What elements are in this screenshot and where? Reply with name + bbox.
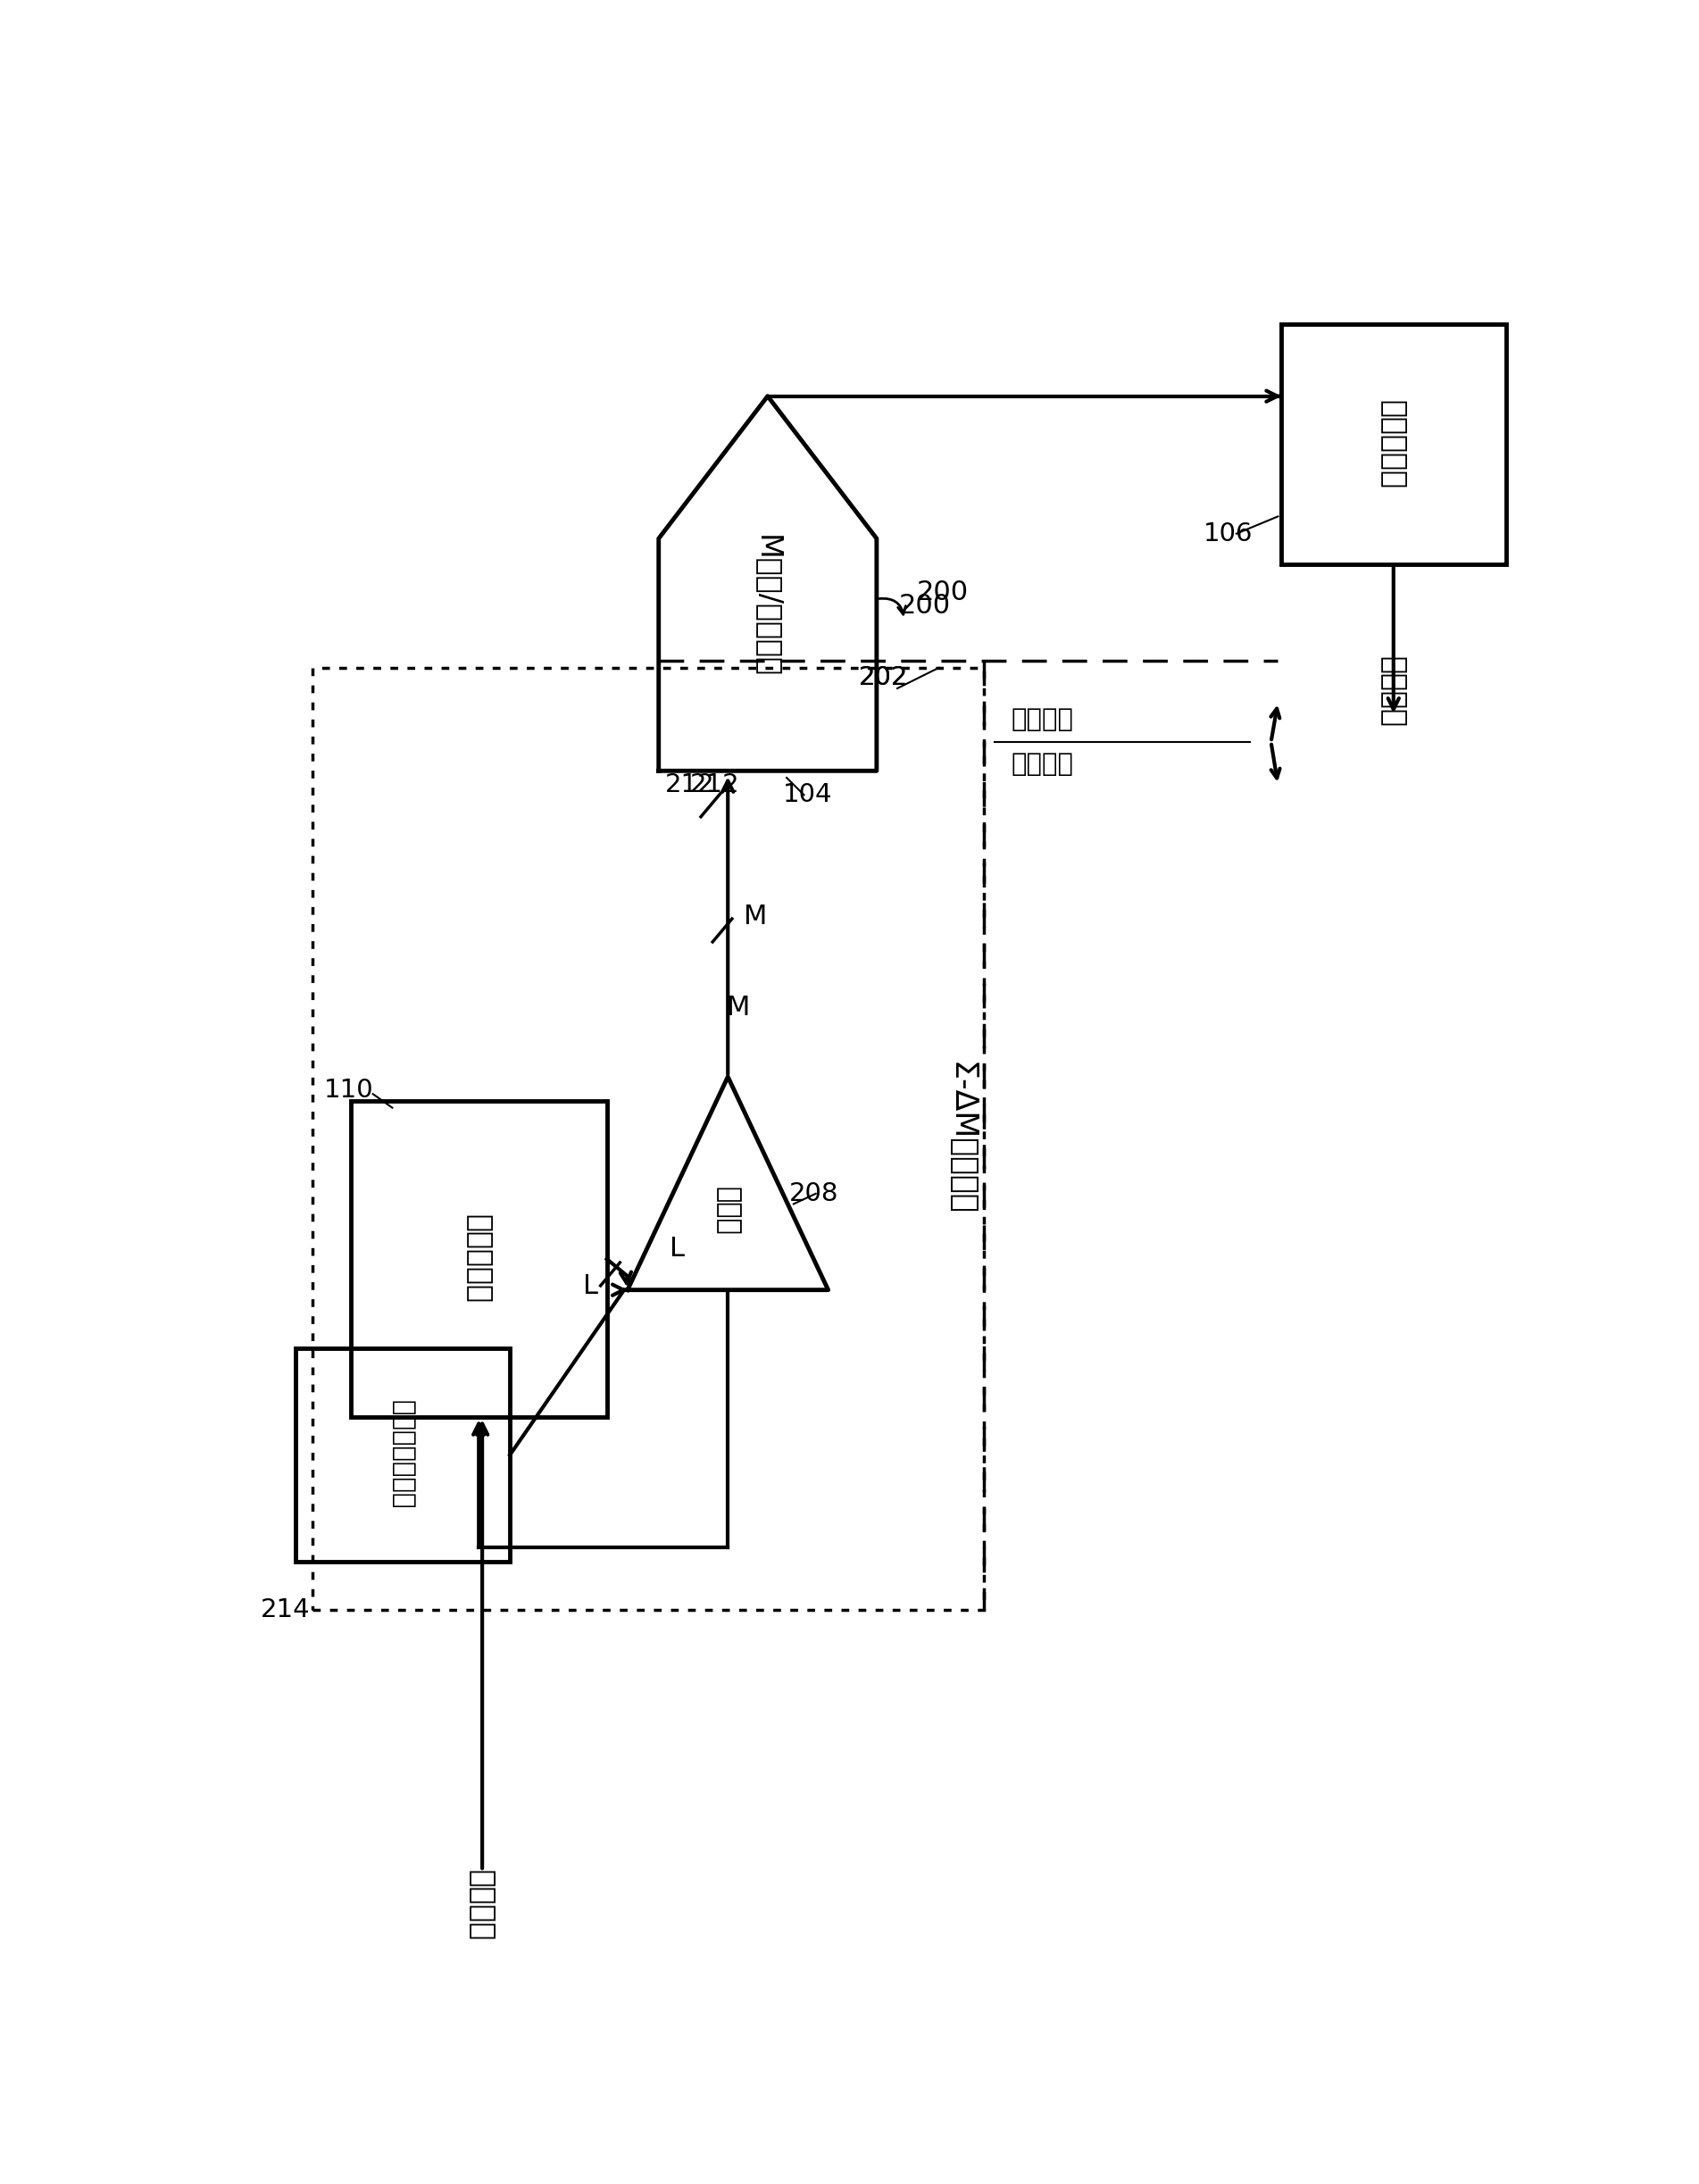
Bar <box>313 668 984 1610</box>
Text: 214: 214 <box>260 1597 309 1623</box>
Text: 202: 202 <box>858 666 909 690</box>
Text: M位数/模转换器: M位数/模转换器 <box>753 535 782 677</box>
Text: 202: 202 <box>858 666 909 690</box>
Text: 数字电路: 数字电路 <box>1011 708 1074 732</box>
Text: L: L <box>669 1236 685 1262</box>
Text: 量化器: 量化器 <box>715 1186 741 1236</box>
Text: 200: 200 <box>916 579 968 605</box>
Text: 环路滤波器: 环路滤波器 <box>464 1214 493 1304</box>
Text: Σ-ΔM位调制器: Σ-ΔM位调制器 <box>946 1061 977 1214</box>
Text: 212: 212 <box>664 773 715 797</box>
Bar <box>350 1101 607 1417</box>
Text: 模拟电路: 模拟电路 <box>1011 751 1074 778</box>
Text: 106: 106 <box>1203 522 1252 546</box>
Text: 低通滤波器: 低通滤波器 <box>1380 400 1408 489</box>
Text: 110: 110 <box>325 1079 374 1103</box>
Text: 208: 208 <box>790 1182 839 1206</box>
Text: M: M <box>727 996 749 1020</box>
Text: M: M <box>744 904 768 930</box>
Bar <box>1281 323 1507 566</box>
Text: 104: 104 <box>783 782 833 808</box>
Bar <box>296 1348 510 1562</box>
Text: 数字输入: 数字输入 <box>467 1870 496 1942</box>
Text: 随机序列产生器: 随机序列产生器 <box>391 1400 415 1509</box>
Text: L: L <box>583 1273 598 1299</box>
Text: 模拟输出: 模拟输出 <box>1380 655 1408 727</box>
Text: 212: 212 <box>690 773 739 797</box>
Text: 200: 200 <box>899 592 951 618</box>
